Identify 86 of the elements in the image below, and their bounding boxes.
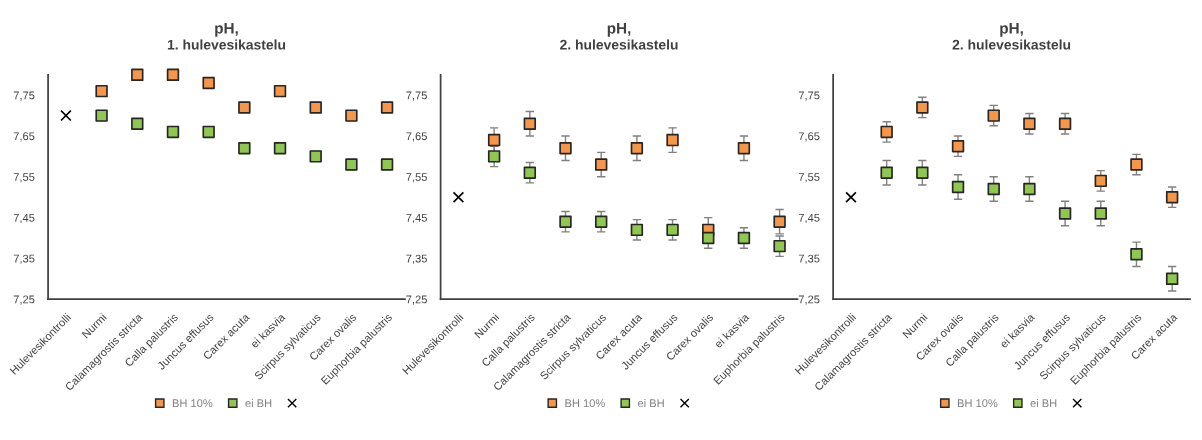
point (559, 215, 572, 228)
y-tick-label: 7,25 (13, 295, 35, 305)
point (1058, 117, 1072, 130)
point (737, 231, 751, 245)
y-tick-label: 7,35 (13, 254, 35, 264)
point (916, 101, 929, 114)
point (131, 117, 144, 130)
chart-title: pH, (607, 22, 631, 37)
legend-label: BH 10% (172, 399, 213, 408)
y-tick-label: 7,25 (798, 295, 820, 305)
point (166, 68, 180, 82)
y-tick-label: 7,65 (798, 132, 820, 142)
point (380, 158, 394, 171)
point (523, 166, 537, 179)
point (131, 68, 144, 82)
point (987, 182, 1000, 196)
point (1058, 207, 1072, 220)
point (202, 125, 215, 139)
point (773, 215, 786, 228)
point (1023, 182, 1036, 196)
point (630, 223, 644, 237)
point (95, 84, 108, 98)
point (880, 125, 893, 139)
y-tick-label: 7,55 (406, 173, 427, 183)
point (345, 109, 358, 122)
chart-subtitle: 2. hulevesikastelu (952, 39, 1071, 50)
point (60, 109, 72, 122)
point (1094, 207, 1107, 220)
point (1094, 174, 1107, 188)
y-tick-label: 7,55 (798, 173, 820, 183)
y-tick-label: 7,75 (406, 91, 427, 101)
point (380, 101, 394, 114)
point (523, 117, 537, 130)
point (238, 101, 251, 114)
y-tick-label: 7,45 (798, 213, 820, 224)
legend-label: ei BH (637, 398, 664, 408)
point (951, 139, 965, 153)
point (880, 166, 893, 179)
y-tick-label: 7,35 (798, 254, 820, 264)
point (95, 109, 108, 122)
y-tick-label: 7,45 (406, 213, 427, 224)
point (1165, 272, 1179, 286)
y-tick-label: 7,45 (13, 213, 35, 224)
y-tick-label: 7,25 (406, 295, 427, 305)
point (345, 158, 358, 171)
point (594, 215, 608, 228)
point (916, 166, 929, 179)
point (702, 231, 715, 245)
chart-title: pH, (215, 22, 238, 37)
point (1130, 158, 1143, 171)
point (166, 125, 180, 139)
point (202, 76, 215, 90)
point (238, 142, 251, 155)
point (309, 150, 322, 163)
point (273, 84, 287, 98)
point (594, 158, 608, 171)
y-tick-label: 7,75 (798, 91, 820, 101)
point (987, 109, 1000, 122)
chart-subtitle: 1. hulevesikastelu (167, 39, 286, 50)
point (951, 180, 965, 194)
point (487, 150, 501, 163)
chart-title: pH, (1000, 22, 1023, 37)
point (273, 142, 287, 155)
point (559, 142, 572, 155)
point (630, 142, 644, 155)
point (773, 239, 786, 253)
point (1165, 190, 1179, 204)
point (737, 142, 751, 155)
point (487, 133, 501, 147)
point (1023, 117, 1036, 130)
point (666, 133, 679, 147)
legend-label: ei BH (245, 398, 272, 408)
legend-label: BH 10% (957, 399, 998, 408)
point (845, 191, 857, 203)
y-tick-label: 7,65 (13, 132, 35, 142)
point (309, 101, 322, 114)
y-tick-label: 7,65 (406, 132, 427, 142)
point (452, 191, 465, 203)
point (1130, 248, 1143, 261)
y-tick-label: 7,35 (406, 254, 427, 264)
legend-label: ei BH (1030, 398, 1057, 408)
y-tick-label: 7,75 (13, 91, 35, 101)
legend-label: BH 10% (565, 399, 605, 408)
y-tick-label: 7,55 (13, 173, 35, 183)
point (666, 223, 679, 237)
chart-subtitle: 2. hulevesikastelu (560, 39, 678, 50)
